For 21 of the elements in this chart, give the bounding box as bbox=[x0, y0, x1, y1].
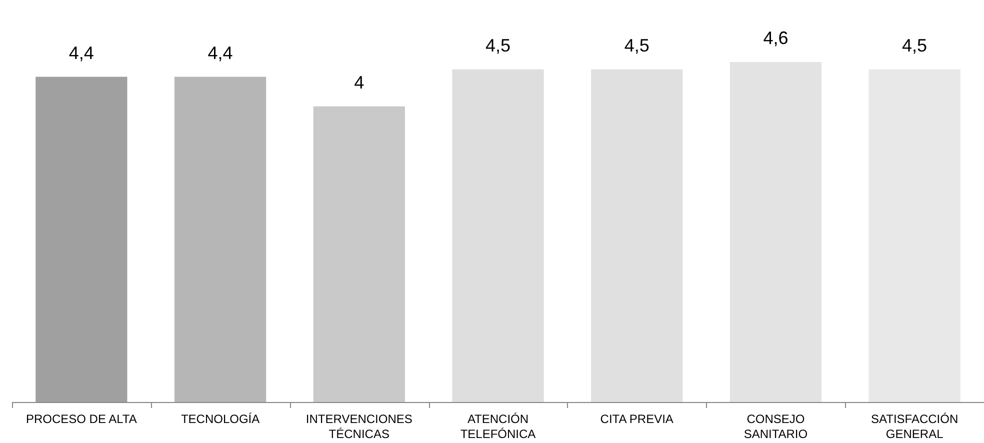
data-label: 4,5 bbox=[485, 35, 511, 56]
bar bbox=[591, 69, 683, 402]
x-tick-label: PROCESO DE ALTA bbox=[26, 412, 137, 426]
x-tick-label: CONSEJO SANITARIO bbox=[744, 412, 808, 441]
data-label: 4,6 bbox=[763, 28, 788, 48]
data-label: 4 bbox=[354, 72, 364, 92]
bar bbox=[868, 69, 960, 402]
x-tick-label: INTERVENCIONES TÉCNICAS bbox=[306, 412, 412, 441]
data-label: 4,5 bbox=[624, 35, 650, 56]
data-label: 4,5 bbox=[902, 35, 928, 56]
bar bbox=[36, 76, 128, 402]
bar bbox=[730, 62, 822, 402]
data-label: 4,4 bbox=[68, 42, 94, 63]
x-tick-label: CITA PREVIA bbox=[600, 412, 674, 426]
bar bbox=[174, 76, 266, 402]
x-tick-label: SATISFACCIÓN GENERAL bbox=[871, 412, 958, 441]
x-tick-label: TECNOLOGÍA bbox=[180, 412, 260, 426]
x-tick-label: ATENCIÓN TELEFÓNICA bbox=[460, 412, 536, 441]
data-label: 4,4 bbox=[208, 42, 233, 63]
bar bbox=[313, 106, 405, 402]
bar bbox=[452, 69, 544, 402]
